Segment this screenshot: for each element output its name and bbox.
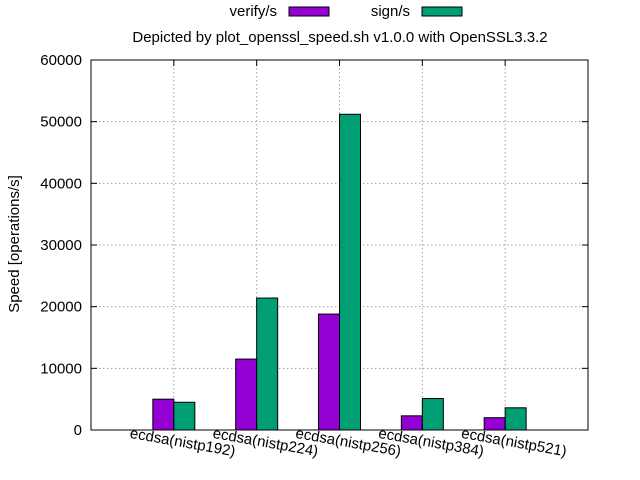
bar-verify: [318, 313, 340, 431]
legend-swatch: [288, 6, 330, 17]
bar-sign: [421, 398, 444, 431]
chart-title: Depicted by plot_openssl_speed.sh v1.0.0…: [132, 29, 547, 46]
bar-verify: [483, 417, 506, 431]
bar-sign: [173, 401, 196, 431]
legend: verify/s sign/s: [229, 3, 463, 20]
y-tick-label: 20000: [40, 299, 82, 316]
y-tick-label: 60000: [40, 52, 82, 69]
bar-sign: [504, 407, 527, 431]
y-tick-label: 30000: [40, 237, 82, 254]
bar-sign: [256, 297, 279, 431]
y-tick-label: 50000: [40, 114, 82, 131]
legend-label: sign/s: [371, 3, 410, 20]
y-tick-label: 0: [74, 422, 82, 439]
bar-verify: [235, 358, 258, 431]
y-axis-ticks: 0 10000 20000 30000 40000 50000 60000: [40, 52, 588, 439]
bar-verify: [152, 398, 175, 431]
legend-label: verify/s: [229, 3, 277, 20]
bars: [152, 113, 527, 431]
y-tick-label: 40000: [40, 175, 82, 192]
y-tick-label: 10000: [40, 360, 82, 377]
legend-swatch: [421, 6, 463, 17]
bar-sign: [339, 113, 361, 431]
bar-verify: [400, 415, 423, 431]
y-axis-label: Speed [operations/s]: [6, 175, 23, 313]
